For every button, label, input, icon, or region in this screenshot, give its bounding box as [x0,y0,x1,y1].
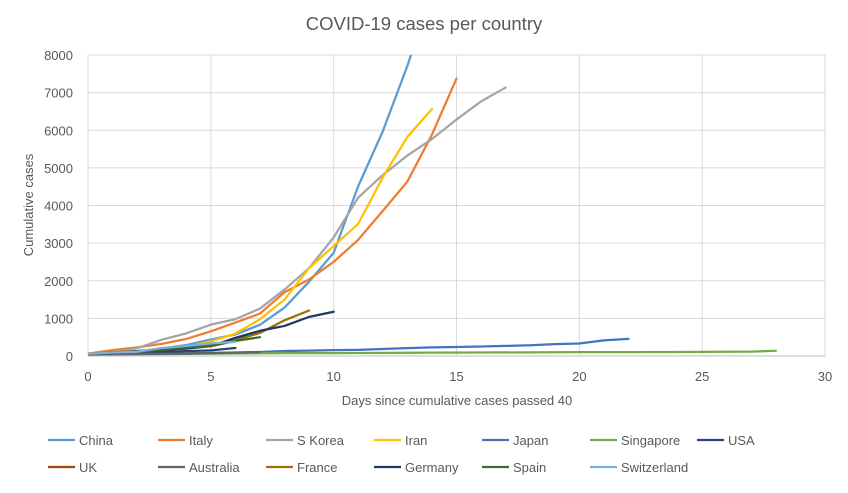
chart-title: COVID-19 cases per country [306,13,543,34]
legend-item-france: France [266,460,337,475]
x-tick-label: 25 [695,369,709,384]
legend-item-italy: Italy [158,433,213,448]
legend-label: China [79,433,114,448]
x-tick-label: 0 [84,369,91,384]
legend-item-china: China [48,433,114,448]
legend-label: Germany [405,460,459,475]
legend-label: Switzerland [621,460,688,475]
legend-label: Iran [405,433,427,448]
legend-label: S Korea [297,433,345,448]
legend-item-japan: Japan [482,433,548,448]
legend-item-germany: Germany [374,460,459,475]
series-line-italy [88,77,458,355]
legend-item-uk: UK [48,460,97,475]
legend-label: France [297,460,337,475]
series-line-switzerland [88,340,237,355]
y-tick-label: 2000 [44,274,73,289]
y-tick-label: 7000 [44,86,73,101]
legend-item-switzerland: Switzerland [590,460,688,475]
y-tick-label: 1000 [44,311,73,326]
legend-label: Japan [513,433,548,448]
legend-label: UK [79,460,97,475]
x-tick-label: 15 [449,369,463,384]
legend-label: Australia [189,460,240,475]
legend-label: Italy [189,433,213,448]
series-line-australia [88,350,262,356]
series-line-iran [88,107,434,356]
gridlines [87,54,826,357]
series-lines [88,55,777,356]
legend-item-usa: USA [697,433,755,448]
y-tick-label: 3000 [44,236,73,251]
y-tick-label: 0 [66,349,73,364]
x-tick-label: 30 [818,369,832,384]
legend-item-singapore: Singapore [590,433,680,448]
legend-item-s-korea: S Korea [266,433,345,448]
x-tick-label: 20 [572,369,586,384]
legend-label: Spain [513,460,546,475]
legend-item-spain: Spain [482,460,546,475]
legend: China Italy S Korea Iran Japan Singapore USA UK… [48,433,755,475]
legend-label: USA [728,433,755,448]
legend-item-australia: Australia [158,460,240,475]
y-tick-label: 6000 [44,123,73,138]
y-tick-label: 5000 [44,161,73,176]
x-tick-label: 10 [326,369,340,384]
y-axis-label: Cumulative cases [21,153,36,256]
y-tick-label: 4000 [44,199,73,214]
x-axis-label: Days since cumulative cases passed 40 [342,393,573,408]
legend-label: Singapore [621,433,680,448]
x-tick-label: 5 [207,369,214,384]
y-tick-label: 8000 [44,48,73,63]
legend-item-iran: Iran [374,433,427,448]
tick-labels: 0 5 10 15 20 25 30 0 1000 2000 3000 4000 5000 6000 700… [44,48,832,384]
series-line-s-korea [88,86,507,356]
